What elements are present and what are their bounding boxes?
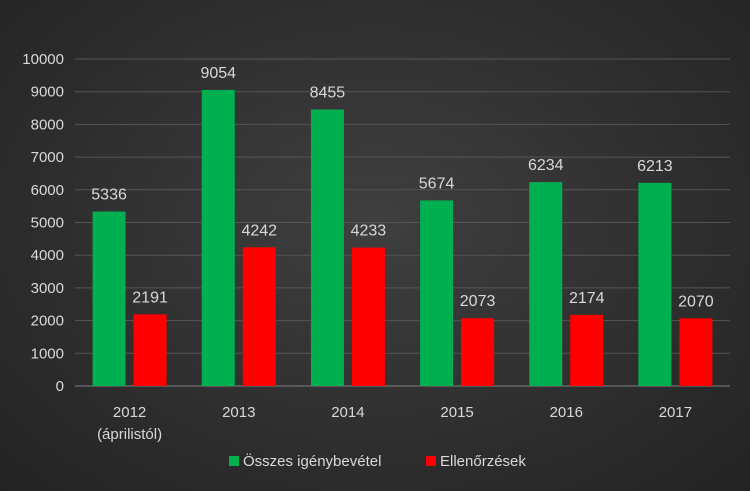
data-labels: 5336 2191 9054 4242 8455 4233 5674 2073 6234 2174…: [91, 65, 714, 310]
y-tick-label: 1000: [31, 345, 64, 362]
legend: Összes igénybevétel Ellenőrzések: [229, 452, 526, 470]
data-label: 2191: [132, 289, 168, 306]
bars: [92, 89, 713, 387]
legend-label: Ellenőrzések: [440, 453, 526, 470]
data-label: 8455: [310, 85, 346, 102]
data-label: 9054: [200, 65, 236, 82]
data-label: 4233: [351, 223, 387, 240]
y-tick-label: 3000: [31, 280, 64, 297]
x-tick-label: 2017: [659, 404, 692, 421]
y-tick-label: 8000: [31, 116, 64, 133]
legend-swatch: [426, 456, 436, 466]
bar: [351, 247, 385, 386]
legend-label: Összes igénybevétel: [243, 452, 381, 470]
bar: [92, 211, 126, 386]
x-tick-label: (áprilistól): [97, 426, 162, 443]
data-label: 6213: [637, 158, 673, 175]
y-tick-label: 7000: [31, 149, 64, 166]
y-axis: 0 1000 2000 3000 4000 5000 6000 7000 8000 9000 100…: [22, 51, 64, 395]
y-tick-label: 10000: [22, 51, 64, 68]
x-axis: 2012 (áprilistól) 2013 2014 2015 2016 2017: [97, 404, 692, 443]
data-label: 2073: [460, 293, 496, 310]
bar: [420, 200, 454, 386]
y-tick-label: 0: [56, 378, 64, 395]
bar: [638, 182, 672, 386]
bar: [242, 247, 276, 386]
x-tick-label: 2014: [331, 404, 364, 421]
data-label: 4242: [241, 222, 277, 239]
x-tick-label: 2013: [222, 404, 255, 421]
y-tick-label: 9000: [31, 84, 64, 101]
data-label: 6234: [528, 157, 564, 174]
y-tick-label: 4000: [31, 247, 64, 264]
gridlines: [75, 58, 730, 387]
y-tick-label: 2000: [31, 313, 64, 330]
data-label: 2174: [569, 290, 605, 307]
data-label: 2070: [678, 293, 714, 310]
data-label: 5674: [419, 175, 455, 192]
bar: [461, 318, 495, 386]
bar: [570, 314, 604, 386]
y-tick-label: 5000: [31, 215, 64, 232]
x-tick-label: 2016: [550, 404, 583, 421]
x-tick-label: 2012: [113, 404, 146, 421]
bar: [529, 182, 563, 386]
data-label: 5336: [91, 187, 127, 204]
bar: [310, 109, 344, 387]
x-tick-label: 2015: [440, 404, 473, 421]
bar: [679, 318, 713, 386]
y-tick-label: 6000: [31, 182, 64, 199]
legend-swatch: [229, 456, 239, 466]
bar: [133, 314, 167, 386]
bar: [201, 89, 235, 386]
